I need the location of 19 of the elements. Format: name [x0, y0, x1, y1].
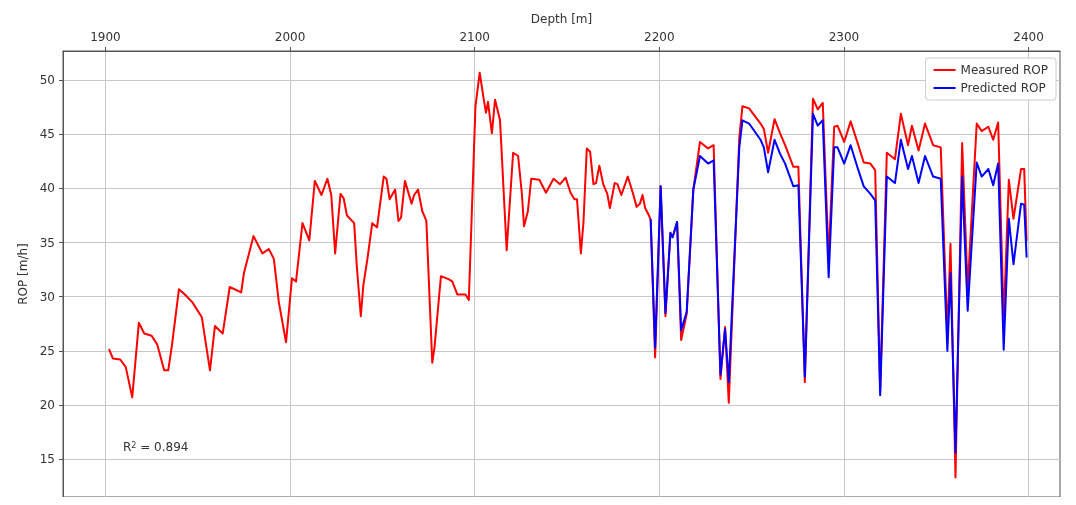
- legend-label: Predicted ROP: [960, 81, 1046, 95]
- y-tick-label: 50: [39, 73, 55, 88]
- y-tick-label: 35: [39, 235, 55, 250]
- x-tick-label: 2000: [274, 30, 306, 44]
- y-tick-label: 25: [39, 343, 55, 358]
- legend-label: Measured ROP: [960, 63, 1048, 77]
- y-tick-label: 20: [39, 397, 55, 412]
- x-axis-title: Depth [m]: [530, 12, 593, 26]
- y-axis-title: ROP [m/h]: [15, 243, 30, 305]
- x-tick-label: 2100: [459, 30, 490, 44]
- y-tick-label: 40: [39, 181, 55, 196]
- y-tick-label: 45: [39, 127, 55, 142]
- x-tick-label: 2300: [828, 30, 860, 44]
- y-tick-label: 15: [39, 452, 55, 467]
- y-tick-label: 30: [39, 289, 55, 304]
- x-tick-label: 2200: [644, 30, 675, 44]
- line-series: [649, 112, 1028, 454]
- x-tick-label: 1900: [90, 30, 121, 44]
- x-tick-label: 2400: [1013, 30, 1044, 44]
